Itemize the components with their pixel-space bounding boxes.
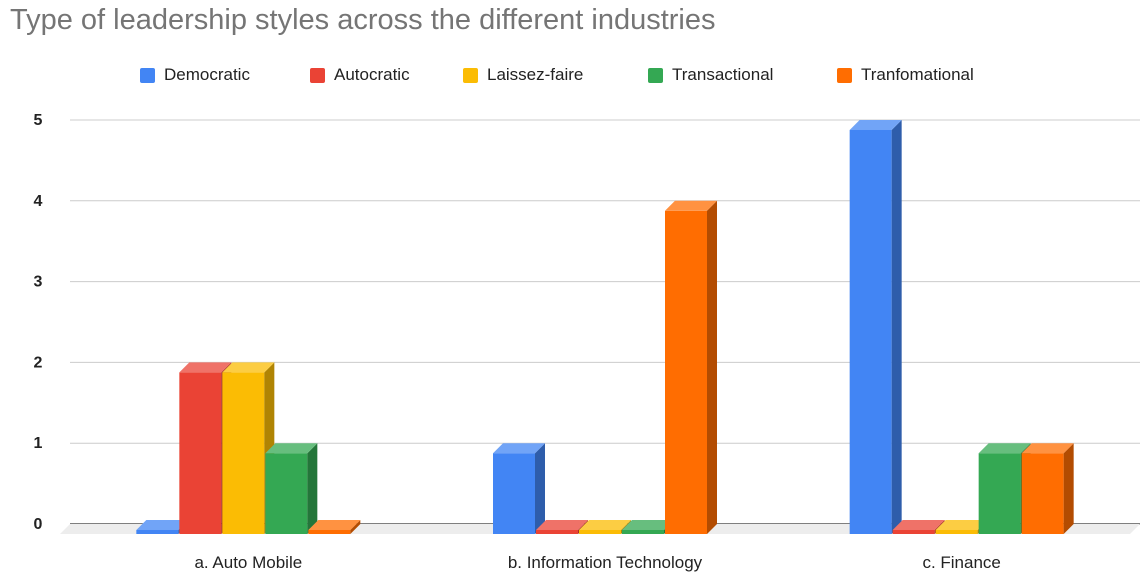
y-axis-ticks: 0 1 2 3 4 5 bbox=[34, 112, 43, 533]
x-tick-label: c. Finance bbox=[922, 553, 1000, 572]
y-tick-label: 1 bbox=[34, 435, 43, 452]
x-axis-ticks: a. Auto Mobile b. Information Technology c… bbox=[194, 553, 1000, 572]
x-tick-label: a. Auto Mobile bbox=[194, 553, 302, 572]
legend-swatch-transactional bbox=[648, 67, 663, 83]
y-tick-label: 5 bbox=[34, 112, 43, 129]
x-tick-label: b. Information Technology bbox=[508, 553, 703, 572]
legend-swatch-autocratic bbox=[310, 67, 325, 83]
bars bbox=[136, 120, 1074, 535]
legend-item-autocratic[interactable]: Autocratic bbox=[310, 62, 410, 88]
legend-item-transactional[interactable]: Transactional bbox=[648, 62, 773, 88]
legend-label-tranfomational: Tranfomational bbox=[861, 65, 974, 84]
legend-swatch-tranfomational bbox=[837, 67, 852, 83]
legend-label-democratic: Democratic bbox=[164, 65, 250, 84]
legend-label-transactional: Transactional bbox=[672, 65, 774, 84]
chart-legend: Democratic Autocratic Laissez-faire Tran… bbox=[0, 62, 1140, 88]
bar-tranfomational-1[interactable] bbox=[308, 520, 361, 534]
y-tick-label: 2 bbox=[34, 354, 43, 371]
chart-title: Type of leadership styles across the dif… bbox=[10, 4, 716, 36]
legend-label-autocratic: Autocratic bbox=[334, 65, 410, 84]
legend-swatch-laissez-faire bbox=[463, 67, 478, 83]
bar-democratic-2[interactable] bbox=[493, 443, 545, 534]
y-tick-label: 3 bbox=[34, 274, 43, 291]
bar-democratic-3[interactable] bbox=[849, 120, 902, 534]
legend-label-laissez-faire: Laissez-faire bbox=[487, 65, 584, 84]
y-tick-label: 0 bbox=[34, 516, 43, 533]
legend-swatch-democratic bbox=[140, 67, 155, 83]
legend-item-democratic[interactable]: Democratic bbox=[140, 62, 250, 88]
bar-transactional-1[interactable] bbox=[265, 443, 318, 534]
legend-item-laissez-faire[interactable]: Laissez-faire bbox=[463, 62, 583, 88]
legend-item-tranfomational[interactable]: Tranfomational bbox=[837, 62, 974, 88]
bar-tranfomational-3[interactable] bbox=[1021, 443, 1074, 534]
y-tick-label: 4 bbox=[34, 193, 43, 210]
bar-tranfomational-2[interactable] bbox=[665, 200, 717, 535]
